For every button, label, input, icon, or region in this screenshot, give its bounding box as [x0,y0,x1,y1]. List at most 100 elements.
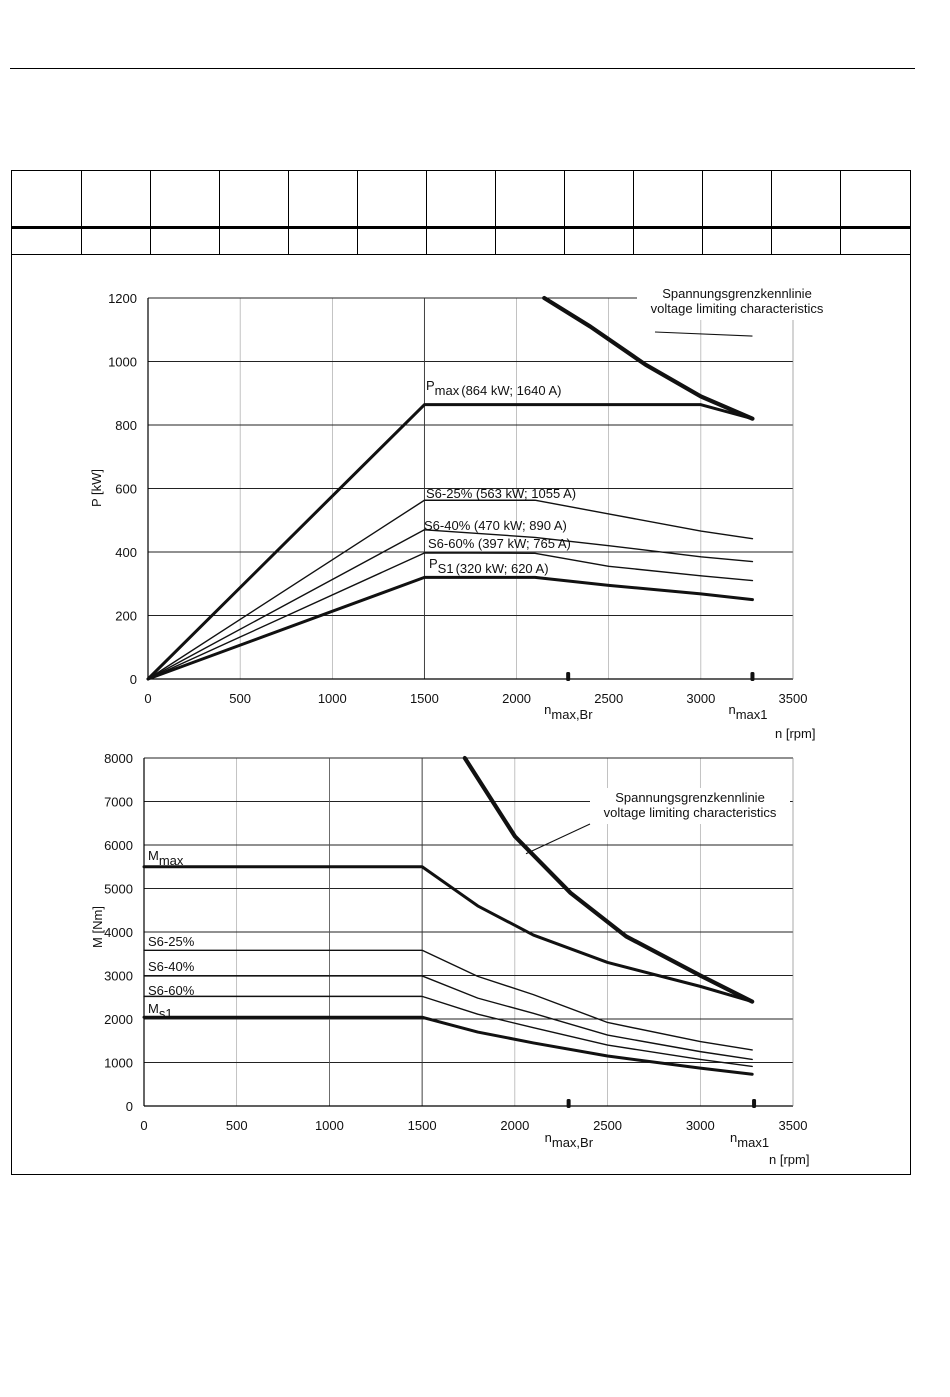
x-tick-label: 2500 [593,1118,622,1133]
annotation-bg [590,788,790,824]
annotation-leader [654,331,753,337]
header-cell [702,171,773,229]
x-tick-label: 500 [229,691,251,706]
header-cell [564,171,635,229]
header-cell [288,227,358,255]
x-tick-label: 2000 [502,691,531,706]
y-tick-label: 0 [130,672,137,687]
header-cell [840,171,910,229]
series-label: Pmax (864 kW; 1640 A) [426,378,561,398]
top-rule [10,68,915,69]
series-line [143,995,753,1068]
chart-1 [146,284,837,681]
header-cell [564,227,635,255]
x-tick-label: 2000 [500,1118,529,1133]
series-label: PS1 (320 kW; 620 A) [429,556,549,576]
y-tick-label: 200 [115,609,137,624]
annotation-bg [637,284,837,320]
speed-marker [566,1099,571,1108]
chart-2 [142,755,794,1108]
y-tick-label: 600 [115,482,137,497]
y-tick-label: 7000 [104,795,133,810]
header-cell [426,171,496,229]
x-axis-label: n [rpm] [769,1152,809,1167]
series-line [542,295,755,421]
speed-marker-label: nmax,Br [544,702,593,722]
series-line [147,499,754,680]
annotation-text: voltage limiting characteristics [651,301,824,316]
y-axis-label: M [Nm] [90,906,105,948]
x-tick-label: 3000 [686,1118,715,1133]
header-cell [150,227,220,255]
header-cell [840,227,910,255]
y-axis-label: P [kW] [89,469,104,507]
x-tick-label: 1000 [318,691,347,706]
x-tick-label: 500 [226,1118,248,1133]
header-cell [150,171,220,229]
series-label: S6-40% [148,959,195,974]
header-cell [81,171,151,229]
y-tick-label: 2000 [104,1012,133,1027]
x-tick-label: 0 [144,691,151,706]
header-cell [219,227,289,255]
header-cell [633,227,704,255]
series-label: Mmax [148,848,184,868]
annotation-leader [525,823,591,855]
x-tick-label: 2500 [594,691,623,706]
series-line [142,865,754,1004]
header-cell [288,171,358,229]
series-line [147,552,754,680]
y-tick-label: 8000 [104,751,133,766]
annotation-text: Spannungsgrenzkennlinie [662,286,812,301]
series-label: S6-60% [148,983,195,998]
x-tick-label: 1500 [410,691,439,706]
x-axis-label: n [rpm] [775,726,815,741]
x-tick-label: 3000 [686,691,715,706]
header-cell [81,227,151,255]
series-label: S6-60% (397 kW; 765 A) [428,536,571,551]
speed-marker [752,1099,757,1108]
y-tick-label: 3000 [104,969,133,984]
series-line [146,403,754,681]
y-tick-label: 1200 [108,291,137,306]
series-label: S6-25% (563 kW; 1055 A) [426,486,576,501]
header-cell [357,171,427,229]
x-tick-label: 3500 [779,1118,808,1133]
figure-frame [11,170,911,1175]
header-table [12,171,910,255]
series-line [146,575,754,681]
y-tick-label: 800 [115,418,137,433]
series-label: Ms1 [148,1001,173,1021]
y-tick-label: 4000 [104,925,133,940]
header-cell [495,171,566,229]
speed-marker-label: nmax1 [728,702,767,722]
header-cell [702,227,773,255]
series-line [147,529,754,680]
series-label: S6-40% (470 kW; 890 A) [424,518,567,533]
speed-marker [750,672,755,681]
series-line [143,975,753,1061]
annotation-text: Spannungsgrenzkennlinie [615,790,765,805]
series-line [143,949,753,1051]
series-line [142,1015,754,1076]
x-tick-label: 1000 [315,1118,344,1133]
x-tick-label: 1500 [408,1118,437,1133]
series-line [462,755,755,1004]
header-cell [426,227,496,255]
header-cell [12,171,82,229]
header-cell [357,227,427,255]
header-cell [219,171,289,229]
annotation-text: voltage limiting characteristics [604,805,777,820]
y-tick-label: 1000 [104,1056,133,1071]
header-cell [495,227,566,255]
x-tick-label: 3500 [779,691,808,706]
speed-marker [566,672,571,681]
y-tick-label: 6000 [104,838,133,853]
header-cell [771,227,842,255]
y-tick-label: 5000 [104,882,133,897]
header-cell [771,171,842,229]
speed-marker-label: nmax1 [730,1130,769,1150]
header-cell [12,227,82,255]
y-tick-label: 400 [115,545,137,560]
